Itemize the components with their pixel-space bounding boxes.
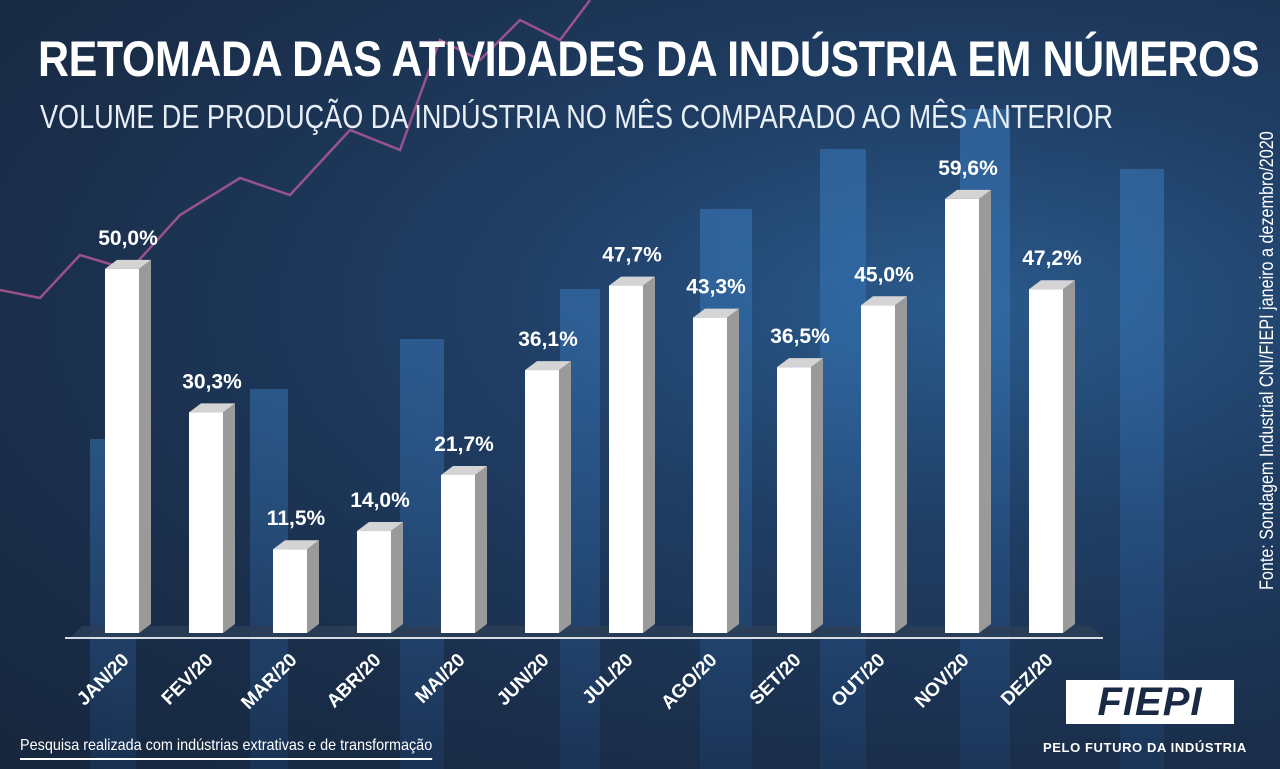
bar-side xyxy=(979,189,991,633)
bar xyxy=(1029,289,1063,633)
bar xyxy=(609,285,643,633)
bar-side xyxy=(811,358,823,633)
bar xyxy=(189,412,223,633)
bar-top xyxy=(777,358,823,368)
bar-side xyxy=(643,276,655,633)
bar-side xyxy=(139,259,151,633)
bar xyxy=(945,198,979,633)
bar-top xyxy=(189,403,235,413)
x-tick-label: JUN/20 xyxy=(493,650,553,710)
data-label: 47,7% xyxy=(602,244,662,267)
bar-side xyxy=(475,465,487,633)
bar xyxy=(273,549,307,633)
x-tick-label: NOV/20 xyxy=(911,650,974,713)
x-tick-label: JAN/20 xyxy=(73,650,133,710)
bar-top xyxy=(861,296,907,306)
data-label: 11,5% xyxy=(267,507,326,530)
chart-floor xyxy=(70,626,1103,638)
logo-text: FIEPI xyxy=(1097,680,1203,724)
bar xyxy=(861,305,895,633)
bar-side xyxy=(223,403,235,633)
data-label: 14,0% xyxy=(350,489,410,512)
background-decoration xyxy=(820,149,866,769)
background-decoration xyxy=(1120,169,1164,769)
logo-tagline: PELO FUTURO DA INDÚSTRIA xyxy=(1043,740,1247,755)
x-tick-label: OUT/20 xyxy=(828,650,890,712)
bar-top xyxy=(945,189,991,199)
x-tick-label: FEV/20 xyxy=(158,650,218,710)
bar xyxy=(441,474,475,633)
data-label: 59,6% xyxy=(938,157,998,180)
bar-side xyxy=(1063,280,1075,633)
bar xyxy=(525,370,559,633)
data-label: 21,7% xyxy=(434,433,494,456)
bar-side xyxy=(391,522,403,633)
footnote: Pesquisa realizada com indústrias extrat… xyxy=(20,737,433,760)
bar-side xyxy=(727,308,739,633)
data-label: 47,2% xyxy=(1022,247,1082,270)
bar-side xyxy=(559,361,571,633)
bar-top xyxy=(1029,280,1075,290)
chart-subtitle: VOLUME DE PRODUÇÃO DA INDÚSTRIA NO MÊS C… xyxy=(40,98,1114,135)
bar-top xyxy=(525,361,571,371)
bar-top xyxy=(357,522,403,532)
x-tick-label: DEZ/20 xyxy=(997,650,1057,710)
bar xyxy=(105,268,139,633)
bar-top xyxy=(273,540,319,550)
bar xyxy=(357,531,391,633)
bar-side xyxy=(307,540,319,633)
bar xyxy=(777,367,811,633)
x-tick-label: AGO/20 xyxy=(657,650,721,714)
bar-top xyxy=(441,465,487,475)
bar-top xyxy=(693,308,739,318)
bar-top xyxy=(105,259,151,269)
data-label: 50,0% xyxy=(98,227,158,250)
x-tick-label: SET/20 xyxy=(746,650,806,710)
x-tick-label: JUL/20 xyxy=(579,650,638,709)
bar xyxy=(693,317,727,633)
bar-side xyxy=(895,296,907,633)
data-label: 30,3% xyxy=(182,370,242,393)
data-label: 36,1% xyxy=(518,328,578,351)
x-tick-label: MAR/20 xyxy=(237,650,301,714)
x-tick-label: ABR/20 xyxy=(323,650,386,713)
source-note: Fonte: Sondagem Industrial CNI/FIEPI jan… xyxy=(1257,131,1278,590)
data-label: 36,5% xyxy=(770,325,830,348)
bar-top xyxy=(609,276,655,286)
chart-title: RETOMADA DAS ATIVIDADES DA INDÚSTRIA EM … xyxy=(38,31,1260,87)
background-decoration xyxy=(400,339,444,769)
data-label: 43,3% xyxy=(686,276,746,299)
x-tick-label: MAI/20 xyxy=(411,650,469,708)
data-label: 45,0% xyxy=(854,263,914,286)
fiepi-logo: FIEPI xyxy=(1066,680,1234,724)
